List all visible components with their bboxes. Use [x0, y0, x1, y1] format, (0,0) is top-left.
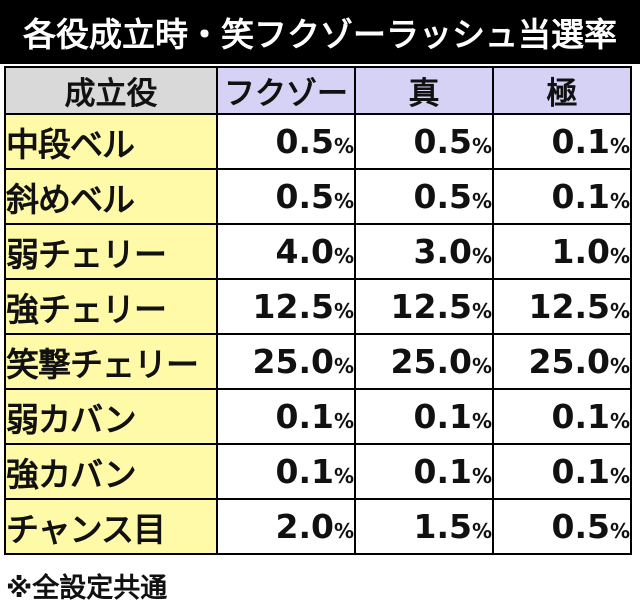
role-cell: 弱チェリー — [4, 223, 218, 280]
rate-cell: 3.0% — [354, 223, 494, 280]
percent-sign: % — [333, 464, 354, 488]
table-row: 弱チェリー 4.0% 3.0% 1.0% — [4, 223, 632, 280]
rate-cell: 25.0% — [492, 333, 632, 390]
rate-value: 0.1 — [551, 397, 610, 436]
percent-sign: % — [333, 409, 354, 433]
percent-sign: % — [333, 244, 354, 268]
rate-cell: 0.5% — [354, 113, 494, 170]
rate-cell: 12.5% — [354, 278, 494, 335]
table-row: 強カバン 0.1% 0.1% 0.1% — [4, 443, 632, 500]
rate-value: 0.1 — [275, 452, 334, 491]
rate-cell: 0.1% — [216, 443, 356, 500]
percent-sign: % — [471, 189, 492, 213]
rate-cell: 0.5% — [492, 498, 632, 555]
percent-sign: % — [471, 464, 492, 488]
rate-value: 0.1 — [551, 122, 610, 161]
table-row: 弱カバン 0.1% 0.1% 0.1% — [4, 388, 632, 445]
rate-value: 1.5 — [413, 507, 472, 546]
rate-value: 0.1 — [551, 452, 610, 491]
rate-cell: 0.1% — [492, 113, 632, 170]
rate-cell: 0.1% — [492, 388, 632, 445]
role-cell: 弱カバン — [4, 388, 218, 445]
table-row: 強チェリー 12.5% 12.5% 12.5% — [4, 278, 632, 335]
role-cell: 中段ベル — [4, 113, 218, 170]
rate-cell: 0.1% — [216, 388, 356, 445]
rate-value: 0.5 — [413, 177, 472, 216]
header-shin: 真 — [354, 66, 494, 115]
header-role: 成立役 — [4, 66, 218, 115]
percent-sign: % — [609, 409, 630, 433]
rate-cell: 4.0% — [216, 223, 356, 280]
rate-cell: 1.5% — [354, 498, 494, 555]
header-kiwami: 極 — [492, 66, 632, 115]
rate-value: 0.5 — [275, 122, 334, 161]
table-header-row: 成立役 フクゾー 真 極 — [4, 66, 632, 115]
rate-cell: 1.0% — [492, 223, 632, 280]
percent-sign: % — [471, 299, 492, 323]
header-fukuzo: フクゾー — [216, 66, 356, 115]
rate-cell: 0.5% — [354, 168, 494, 225]
percent-sign: % — [609, 189, 630, 213]
rate-value: 3.0 — [413, 232, 472, 271]
table-row: 斜めベル 0.5% 0.5% 0.1% — [4, 168, 632, 225]
rate-value: 0.1 — [413, 452, 472, 491]
role-cell: チャンス目 — [4, 498, 218, 555]
percent-sign: % — [609, 134, 630, 158]
percent-sign: % — [471, 134, 492, 158]
rate-value: 0.1 — [413, 397, 472, 436]
percent-sign: % — [471, 354, 492, 378]
rate-cell: 0.1% — [354, 443, 494, 500]
rate-value: 4.0 — [275, 232, 334, 271]
rate-value: 1.0 — [551, 232, 610, 271]
percent-sign: % — [609, 244, 630, 268]
rate-cell: 0.5% — [216, 113, 356, 170]
rate-value: 25.0 — [390, 342, 472, 381]
percent-sign: % — [333, 519, 354, 543]
table-row: 中段ベル 0.5% 0.5% 0.1% — [4, 113, 632, 170]
role-cell: 強チェリー — [4, 278, 218, 335]
rate-value: 0.5 — [275, 177, 334, 216]
percent-sign: % — [333, 354, 354, 378]
percent-sign: % — [609, 464, 630, 488]
rate-value: 0.1 — [551, 177, 610, 216]
rate-value: 0.5 — [551, 507, 610, 546]
role-cell: 強カバン — [4, 443, 218, 500]
footnote: ※全設定共通 — [6, 573, 168, 604]
rate-value: 25.0 — [252, 342, 334, 381]
rate-cell: 0.1% — [492, 168, 632, 225]
rate-value: 0.1 — [275, 397, 334, 436]
percent-sign: % — [471, 244, 492, 268]
rate-value: 12.5 — [390, 287, 472, 326]
rate-cell: 25.0% — [216, 333, 356, 390]
role-cell: 笑撃チェリー — [4, 333, 218, 390]
percent-sign: % — [471, 519, 492, 543]
win-rate-table: 成立役 フクゾー 真 極 中段ベル 0.5% 0.5% 0.1% 斜めベル 0.5% 0.5… — [4, 66, 632, 555]
rate-value: 0.5 — [413, 122, 472, 161]
rate-value: 12.5 — [528, 287, 610, 326]
page-title: 各役成立時・笑フクゾーラッシュ当選率 — [0, 0, 640, 64]
percent-sign: % — [333, 299, 354, 323]
rate-cell: 2.0% — [216, 498, 356, 555]
percent-sign: % — [333, 189, 354, 213]
percent-sign: % — [471, 409, 492, 433]
rate-cell: 12.5% — [492, 278, 632, 335]
percent-sign: % — [333, 134, 354, 158]
percent-sign: % — [609, 519, 630, 543]
table-row: 笑撃チェリー 25.0% 25.0% 25.0% — [4, 333, 632, 390]
rate-cell: 0.1% — [354, 388, 494, 445]
rate-value: 2.0 — [275, 507, 334, 546]
rate-cell: 0.5% — [216, 168, 356, 225]
role-cell: 斜めベル — [4, 168, 218, 225]
rate-value: 12.5 — [252, 287, 334, 326]
percent-sign: % — [609, 299, 630, 323]
rate-cell: 0.1% — [492, 443, 632, 500]
rate-value: 25.0 — [528, 342, 610, 381]
table-row: チャンス目 2.0% 1.5% 0.5% — [4, 498, 632, 555]
rate-cell: 25.0% — [354, 333, 494, 390]
rate-cell: 12.5% — [216, 278, 356, 335]
percent-sign: % — [609, 354, 630, 378]
table-body: 中段ベル 0.5% 0.5% 0.1% 斜めベル 0.5% 0.5% 0.1% 弱チェリー 4.0… — [4, 113, 632, 555]
